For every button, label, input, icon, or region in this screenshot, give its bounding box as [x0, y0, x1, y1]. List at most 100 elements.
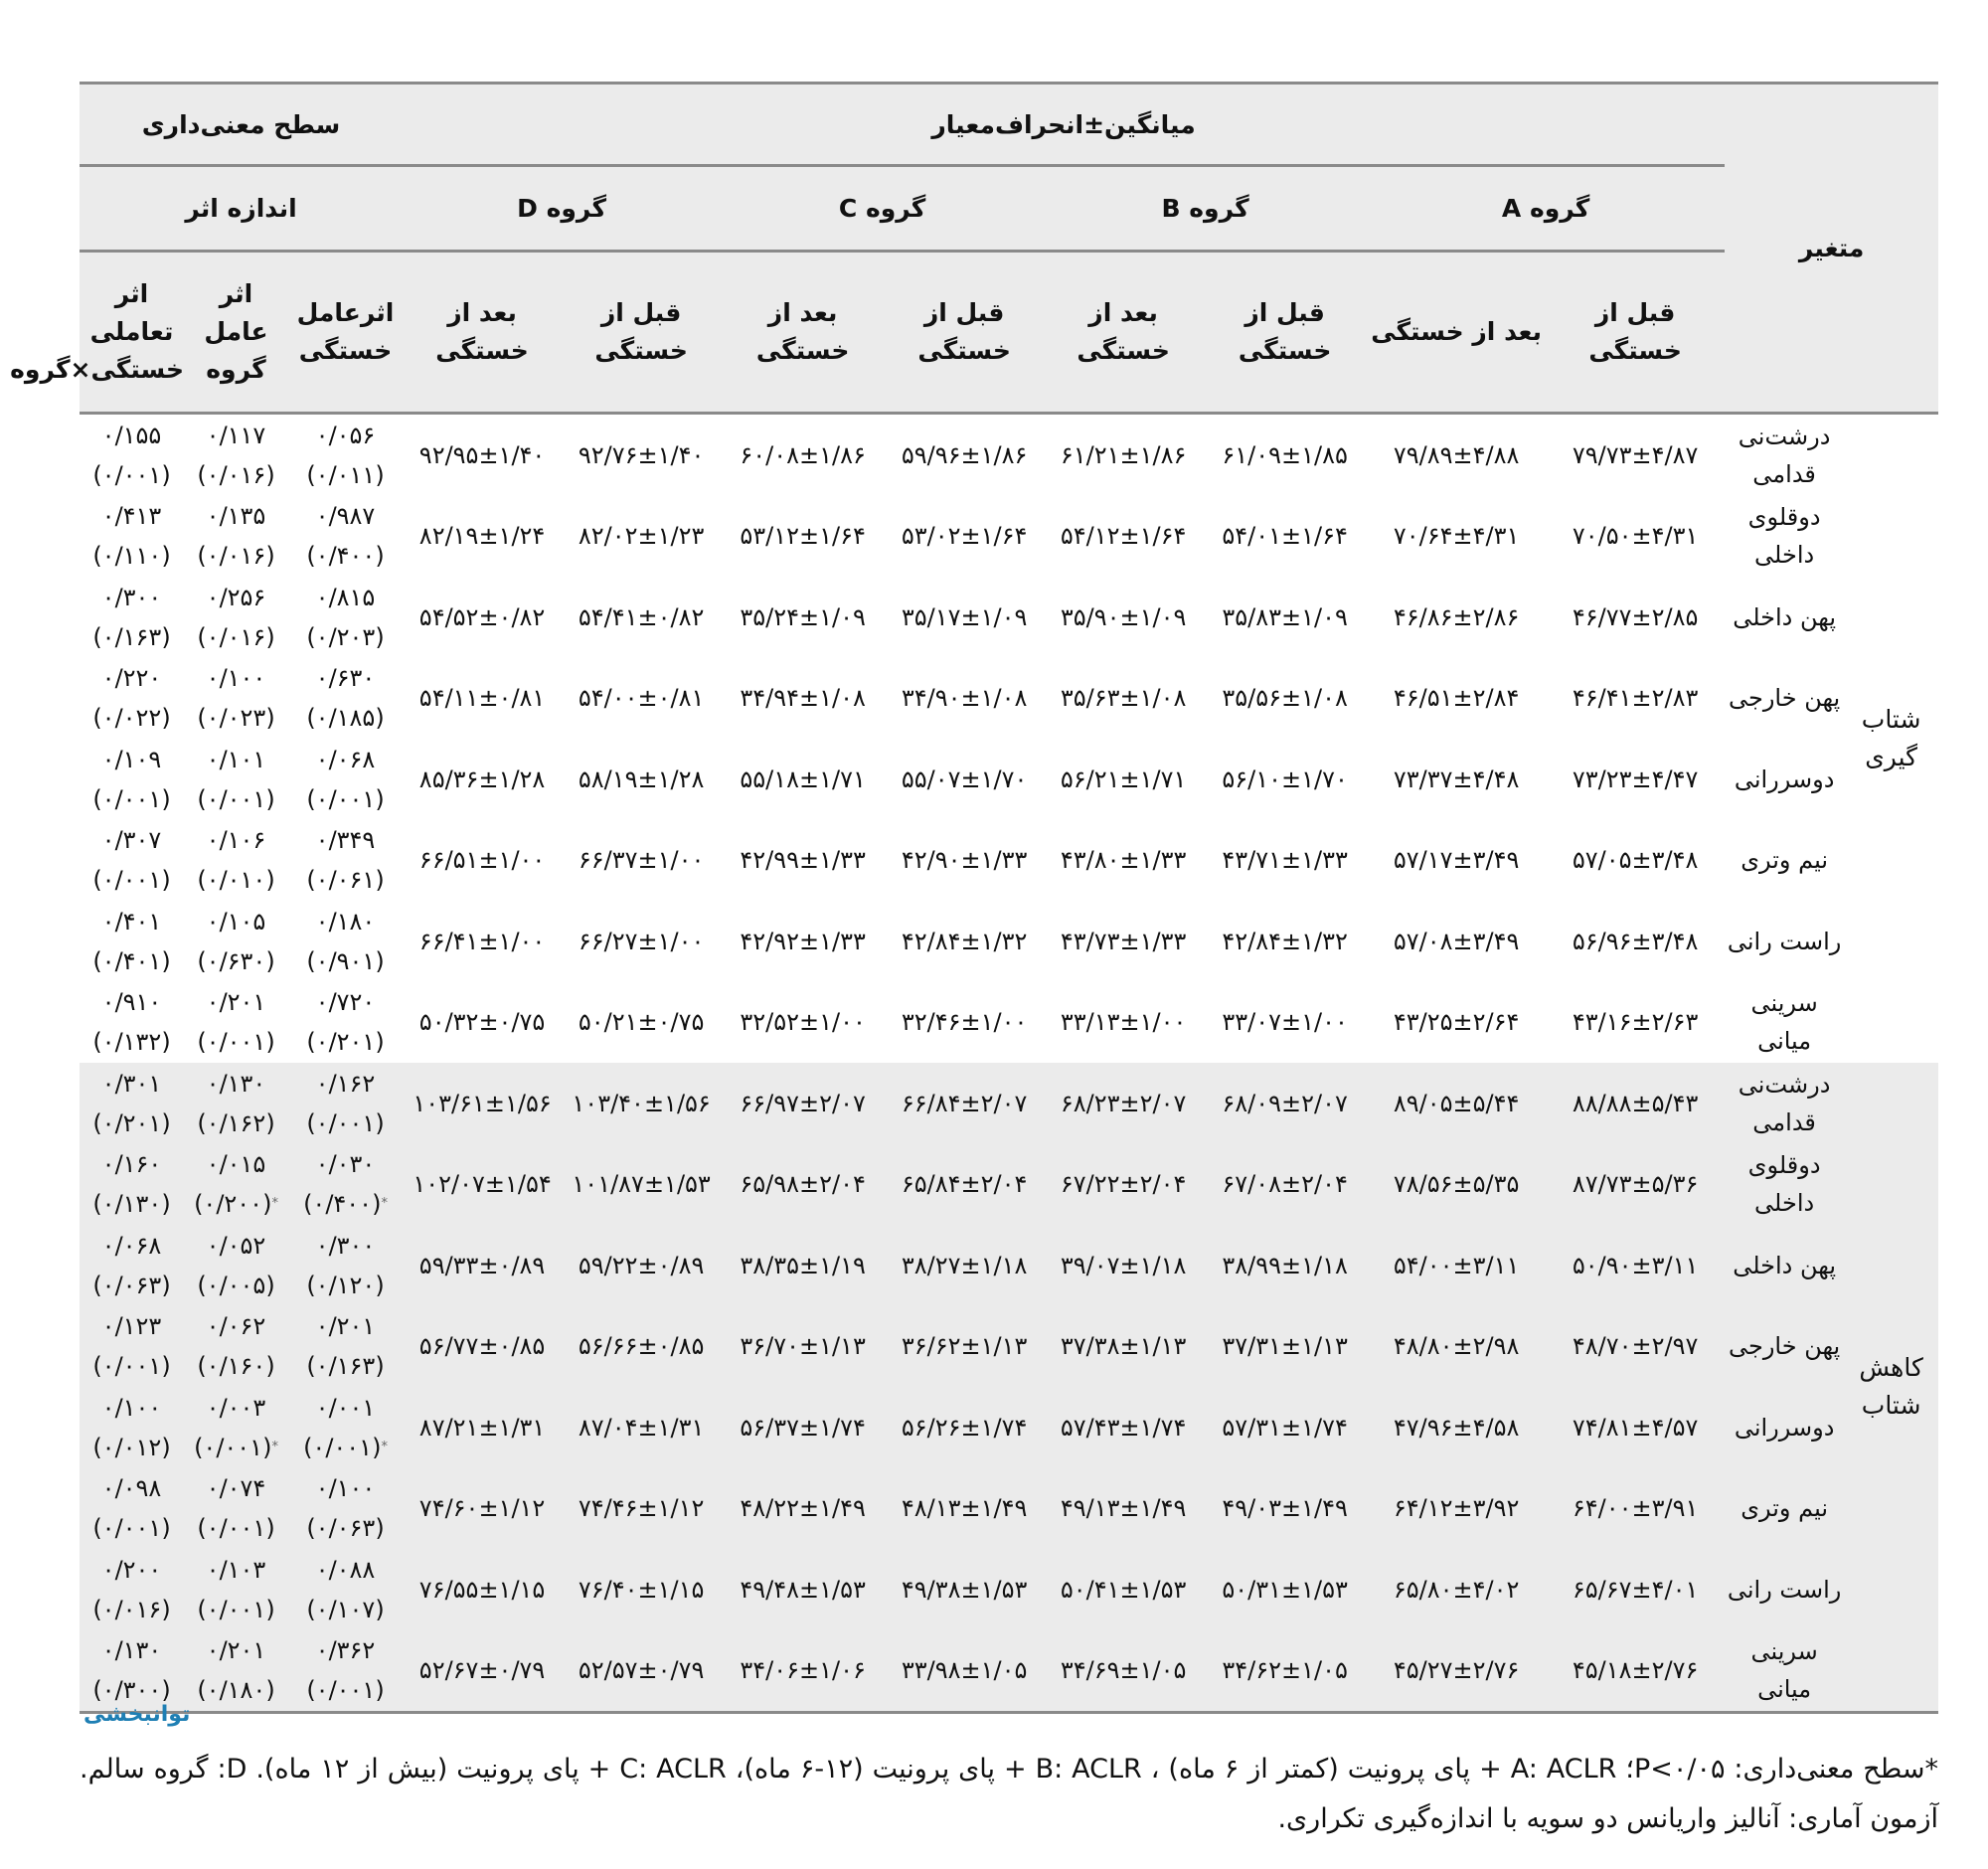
- cell-c-after: ۳۲/۵۲±۱/۰۰: [721, 982, 885, 1064]
- mean-sd-value: ۵۴/۰۰±۰/۸۱: [578, 684, 705, 713]
- significance-star: *: [271, 1439, 278, 1454]
- effect-size-block: ۰/۱۲۳ (۰/۰۰۱): [80, 1306, 184, 1386]
- header-a-before: قبل از خستگی: [1546, 251, 1726, 415]
- p-value-line: (۰/۱۶۳): [288, 1346, 403, 1386]
- cell-c-before: ۳۵/۱۷±۱/۰۹: [885, 577, 1044, 658]
- effect-size-block: ۰/۱۶۲ (۰/۰۰۱): [288, 1064, 403, 1143]
- cell-effect-fatigue: ۰/۹۸۷ (۰/۴۰۰): [288, 496, 403, 578]
- p-value-line: (۰/۰۲۳): [184, 698, 288, 738]
- mean-sd-value: ۸۷/۰۴±۱/۳۱: [578, 1413, 705, 1442]
- cell-a-after: ۸۹/۰۵±۵/۴۴: [1367, 1063, 1547, 1144]
- cell-effect-interaction: ۰/۴۱۳ (۰/۱۱۰): [80, 496, 184, 578]
- mean-sd-value: ۸۸/۸۸±۵/۴۳: [1572, 1089, 1699, 1117]
- effect-size-block: ۰/۲۰۱ (۰/۱۸۰): [184, 1630, 288, 1710]
- cell-d-before: ۵۴/۰۰±۰/۸۱: [562, 658, 721, 740]
- effect-size-value: ۰/۱۲۳: [101, 1312, 162, 1341]
- effect-size-value: ۰/۳۶۲: [315, 1636, 376, 1665]
- cell-effect-fatigue: ۰/۲۰۱ (۰/۱۶۳): [288, 1305, 403, 1387]
- effect-size-block: ۰/۱۰۰ (۰/۰۲۳): [184, 658, 288, 738]
- cell-effect-fatigue: ۰/۸۱۵ (۰/۲۰۳): [288, 577, 403, 658]
- cell-effect-group: ۰/۲۰۱ (۰/۱۸۰): [184, 1629, 288, 1714]
- effect-size-value: ۰/۶۳۰: [315, 664, 376, 693]
- mean-sd-value: ۴۵/۱۸±۲/۷۶: [1572, 1656, 1699, 1685]
- p-value: (۰/۰۱۶): [197, 542, 275, 571]
- cell-effect-interaction: ۰/۱۰۰ (۰/۰۱۲): [80, 1387, 184, 1468]
- mean-sd-value: ۶۵/۸۴±۲/۰۴: [901, 1170, 1028, 1199]
- header-d-before: قبل از خستگی: [562, 251, 722, 415]
- mean-sd-value: ۵۳/۰۲±۱/۶۴: [901, 522, 1028, 551]
- cell-b-after: ۶۷/۲۲±۲/۰۴: [1044, 1143, 1204, 1225]
- header-group-c: گروه C: [721, 165, 1045, 253]
- p-value: (۰/۰۰۱): [194, 1433, 272, 1461]
- cell-b-after: ۳۵/۹۰±۱/۰۹: [1044, 577, 1203, 658]
- cell-c-before: ۶۵/۸۴±۲/۰۴: [885, 1143, 1045, 1225]
- mean-sd-value: ۴۹/۰۳±۱/۴۹: [1222, 1494, 1348, 1523]
- cell-a-before: ۴۵/۱۸±۲/۷۶: [1546, 1629, 1726, 1714]
- cell-d-before: ۷۴/۴۶±۱/۱۲: [562, 1467, 722, 1549]
- p-value-line: (۰/۲۰۱): [80, 1104, 184, 1143]
- p-value: (۰/۰۱۶): [197, 622, 275, 651]
- p-value-line: (۰/۰۶۳): [80, 1266, 184, 1305]
- mean-sd-value: ۸۷/۲۱±۱/۳۱: [418, 1413, 546, 1442]
- cell-b-after: ۵۷/۴۳±۱/۷۴: [1044, 1387, 1204, 1468]
- effect-size-block: ۰/۰۶۸ (۰/۰۶۳): [80, 1226, 184, 1305]
- header-effect-size: اندازه اثر: [80, 165, 403, 253]
- variable-name: درشت‌نی قدامی: [1738, 422, 1831, 488]
- header-b-after: بعد از خستگی: [1044, 251, 1204, 415]
- p-value: (۰/۲۰۰): [194, 1190, 272, 1219]
- mean-sd-value: ۳۸/۳۵±۱/۱۹: [740, 1251, 866, 1279]
- effect-size-value: ۰/۰۵۶: [315, 421, 376, 449]
- effect-size-block: ۰/۱۰۰ (۰/۰۱۲): [80, 1388, 184, 1467]
- mean-sd-value: ۵۴/۱۲±۱/۶۴: [1060, 522, 1187, 551]
- cell-a-before: ۷۴/۸۱±۴/۵۷: [1546, 1387, 1726, 1468]
- mean-sd-value: ۶۶/۸۴±۲/۰۷: [901, 1089, 1028, 1117]
- mean-sd-value: ۵۴/۱۱±۰/۸۱: [418, 684, 546, 713]
- variable-name: دوسررانی: [1725, 1387, 1845, 1468]
- mean-sd-value: ۵۲/۶۷±۰/۷۹: [418, 1656, 546, 1685]
- effect-size-value: ۰/۱۰۰: [206, 664, 266, 693]
- p-value-line: (۰/۰۰۵): [184, 1266, 288, 1305]
- mean-sd-value: ۵۵/۱۸±۱/۷۱: [740, 765, 866, 793]
- mean-sd-value: ۵۷/۴۳±۱/۷۴: [1060, 1413, 1187, 1442]
- cell-a-after: ۵۴/۰۰±۳/۱۱: [1367, 1225, 1547, 1306]
- effect-size-block: ۰/۰۹۸ (۰/۰۰۱): [80, 1468, 184, 1548]
- cell-d-before: ۹۲/۷۶±۱/۴۰: [562, 414, 721, 496]
- p-value: (۰/۰۰۱): [306, 1676, 385, 1705]
- cell-b-after: ۴۹/۱۳±۱/۴۹: [1044, 1467, 1204, 1549]
- mean-sd-value: ۷۸/۵۶±۵/۳۵: [1393, 1170, 1520, 1199]
- mean-sd-value: ۱۰۲/۰۷±۱/۵۴: [413, 1170, 552, 1199]
- cell-b-after: ۴۳/۷۳±۱/۳۳: [1044, 901, 1203, 982]
- cell-c-before: ۵۹/۹۶±۱/۸۶: [885, 414, 1044, 496]
- cell-d-before: ۵۰/۲۱±۰/۷۵: [562, 982, 721, 1064]
- table-row: سرینی میانی ۴۳/۱۶±۲/۶۳ ۴۳/۲۵±۲/۶۴ ۳۳/۰۷±۱/۰…: [80, 982, 1938, 1064]
- p-value: (۰/۳۰۰): [92, 1676, 171, 1705]
- significance-star: *: [381, 1439, 388, 1454]
- mean-sd-value: ۴۳/۷۱±۱/۳۳: [1222, 846, 1348, 875]
- cell-c-after: ۶۰/۰۸±۱/۸۶: [721, 414, 885, 496]
- cell-b-after: ۶۱/۲۱±۱/۸۶: [1044, 414, 1203, 496]
- mean-sd-value: ۶۶/۲۷±۱/۰۰: [578, 927, 705, 955]
- effect-size-value: ۰/۱۰۰: [315, 1474, 376, 1503]
- cell-b-before: ۴۳/۷۱±۱/۳۳: [1203, 820, 1367, 902]
- mean-sd-value: ۳۵/۸۳±۱/۰۹: [1222, 602, 1348, 631]
- mean-sd-value: ۹۲/۹۵±۱/۴۰: [418, 440, 546, 469]
- mean-sd-value: ۶۷/۲۲±۲/۰۴: [1060, 1170, 1187, 1199]
- effect-size-block: ۰/۱۰۵ (۰/۶۳۰): [184, 902, 288, 981]
- p-value: (۰/۰۰۱): [92, 1514, 171, 1543]
- p-value-line: (۰/۲۰۰)*: [184, 1184, 288, 1224]
- mean-sd-value: ۳۴/۶۹±۱/۰۵: [1060, 1656, 1187, 1685]
- mean-sd-value: ۳۳/۹۸±۱/۰۵: [901, 1656, 1028, 1685]
- p-value-line: (۰/۰۰۱): [184, 1590, 288, 1629]
- header-c-before: قبل از خستگی: [885, 251, 1045, 415]
- mean-sd-value: ۳۹/۰۷±۱/۱۸: [1060, 1251, 1187, 1279]
- effect-size-block: ۰/۱۰۶ (۰/۰۱۰): [184, 820, 288, 900]
- cell-effect-fatigue: ۰/۳۰۰ (۰/۱۲۰): [288, 1225, 403, 1306]
- effect-size-block: ۰/۹۱۰ (۰/۱۳۲): [80, 982, 184, 1062]
- cell-a-before: ۷۳/۲۳±۴/۴۷: [1546, 739, 1725, 820]
- cell-d-after: ۵۲/۶۷±۰/۷۹: [403, 1629, 563, 1714]
- effect-size-value: ۰/۲۲۰: [101, 664, 162, 693]
- cell-d-after: ۵۹/۳۳±۰/۸۹: [403, 1225, 563, 1306]
- p-value-line: (۰/۰۱۲): [80, 1428, 184, 1467]
- cell-effect-group: ۰/۲۵۶ (۰/۰۱۶): [184, 577, 288, 658]
- cell-b-after: ۳۹/۰۷±۱/۱۸: [1044, 1225, 1204, 1306]
